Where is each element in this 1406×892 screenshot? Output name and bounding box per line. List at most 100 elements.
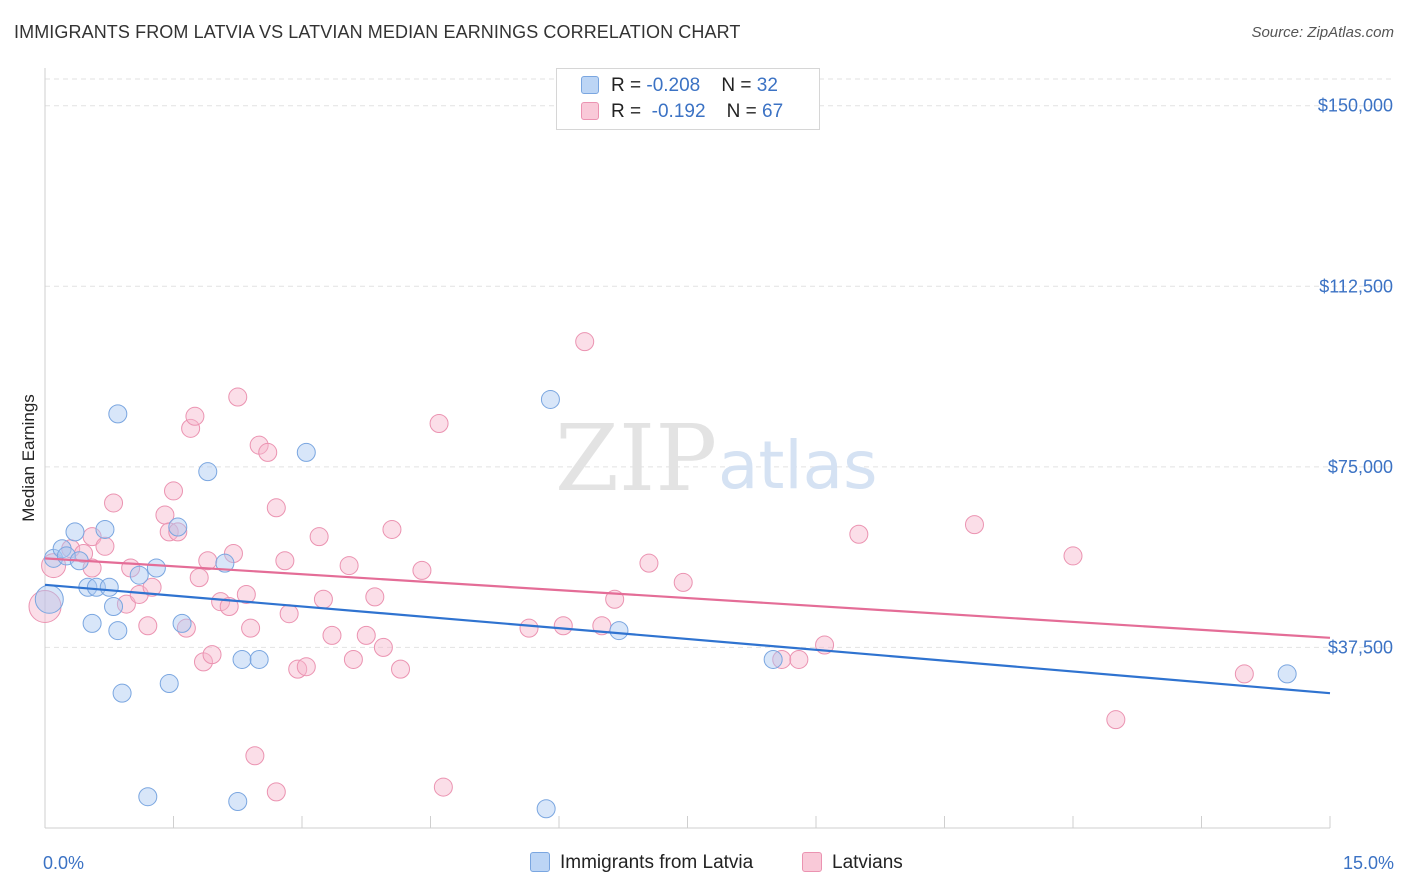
legend-n-label: N = — [721, 75, 757, 96]
latvians-point — [433, 777, 453, 797]
legend-row-immigrants: R = -0.208 N = 32 — [581, 75, 778, 101]
latvians-point — [181, 418, 201, 438]
x-tick-label: 15.0% — [1343, 853, 1394, 873]
immigrants-point — [159, 674, 179, 694]
immigrants-point — [172, 613, 192, 633]
latvians-point — [309, 527, 329, 547]
immigrants-trend-line — [44, 583, 1331, 695]
latvians-point — [296, 657, 316, 677]
tick-labels: $37,500 $75,000 $112,500 $150,000 0.0% 15.0% — [43, 96, 1394, 873]
legend-n-value: 67 — [762, 101, 784, 122]
y-tick-label: $150,000 — [1318, 96, 1393, 116]
latvians-point — [391, 659, 411, 679]
immigrants-point — [763, 649, 783, 669]
immigrants-point — [609, 621, 629, 641]
y-axis-label: Median Earnings — [19, 394, 38, 522]
latvians-point — [789, 649, 809, 669]
latvians-point — [241, 618, 261, 638]
immigrants-point — [108, 404, 128, 424]
immigrants-point — [296, 442, 316, 462]
x-tick-label: 0.0% — [43, 853, 84, 873]
immigrants-point — [138, 787, 158, 807]
immigrants-point — [536, 799, 556, 819]
latvians-point — [356, 625, 376, 645]
immigrants-point — [129, 565, 149, 585]
latvians-points — [28, 332, 1254, 802]
latvians-point — [202, 645, 222, 665]
y-tick-label: $112,500 — [1319, 276, 1393, 296]
legend-n-label: N = — [726, 101, 763, 122]
bottom-swatch-blue — [530, 852, 550, 872]
latvians-point — [219, 596, 239, 616]
immigrants-point — [232, 649, 252, 669]
bottom-legend-label: Immigrants from Latvia — [560, 852, 754, 873]
chart-source: Source: ZipAtlas.com — [1251, 24, 1394, 41]
latvians-point — [168, 522, 188, 542]
latvians-point — [279, 604, 299, 624]
latvians-point — [236, 584, 256, 604]
y-tick-label: $75,000 — [1328, 457, 1393, 477]
bottom-legend-label: Latvians — [832, 852, 903, 873]
immigrants-point — [104, 596, 124, 616]
latvians-point — [245, 746, 265, 766]
legend-r-value: -0.208 — [646, 75, 701, 96]
immigrants-point — [1277, 664, 1297, 684]
latvians-point — [104, 493, 124, 513]
chart-title: IMMIGRANTS FROM LATVIA VS LATVIAN MEDIAN… — [14, 22, 741, 42]
immigrants-point — [112, 683, 132, 703]
latvians-point — [275, 551, 295, 571]
latvians-point — [373, 637, 393, 657]
axes — [44, 68, 1331, 829]
legend-r-value: -0.192 — [646, 101, 706, 122]
immigrants-point — [99, 577, 119, 597]
immigrants-point — [108, 621, 128, 641]
latvians-point — [575, 332, 595, 352]
immigrants-point — [540, 389, 560, 409]
immigrants-point — [168, 517, 188, 537]
legend-swatch-blue — [581, 76, 599, 94]
latvians-point — [365, 587, 385, 607]
latvians-point — [343, 649, 363, 669]
latvians-point — [258, 442, 278, 462]
legend-row-latvians: R = -0.192 N = 67 — [581, 101, 783, 127]
latvians-point — [164, 481, 183, 501]
bottom-legend-latvians: Latvians — [802, 852, 903, 874]
latvians-point — [553, 616, 573, 636]
latvians-point — [211, 592, 231, 612]
latvians-point — [189, 568, 209, 588]
grid-lines — [45, 78, 1395, 648]
latvians-trend-line — [44, 557, 1331, 639]
latvians-point — [673, 572, 693, 592]
legend-swatch-pink — [581, 102, 599, 120]
y-tick-label: $37,500 — [1328, 637, 1393, 657]
bottom-swatch-pink — [802, 852, 822, 872]
latvians-point — [95, 536, 115, 556]
watermark-zip: ZIP — [555, 405, 717, 512]
watermark: ZIP atlas — [555, 405, 878, 512]
legend-r-label: R = — [611, 75, 647, 96]
immigrants-point — [82, 613, 102, 633]
latvians-point — [339, 556, 359, 576]
latvians-point — [266, 498, 286, 518]
immigrants-point — [95, 519, 115, 539]
bottom-legend-immigrants: Immigrants from Latvia — [530, 852, 753, 874]
correlation-legend: R = -0.208 N = 32 R = -0.192 N = 67 — [556, 68, 820, 130]
latvians-point — [1063, 546, 1083, 566]
legend-n-value: 32 — [756, 75, 778, 96]
immigrants-point — [65, 522, 85, 542]
watermark-atlas: atlas — [718, 427, 878, 504]
latvians-point — [429, 414, 449, 434]
immigrants-point — [249, 649, 269, 669]
latvians-point — [382, 519, 402, 539]
latvians-point — [198, 551, 218, 571]
latvians-point — [138, 616, 158, 636]
immigrants-point — [215, 553, 235, 573]
latvians-point — [1106, 710, 1126, 730]
latvians-point — [322, 625, 342, 645]
immigrants-point — [34, 584, 64, 614]
trend-lines — [44, 557, 1331, 695]
immigrants-points — [34, 389, 1297, 819]
latvians-point — [185, 406, 205, 426]
latvians-point — [964, 515, 984, 535]
